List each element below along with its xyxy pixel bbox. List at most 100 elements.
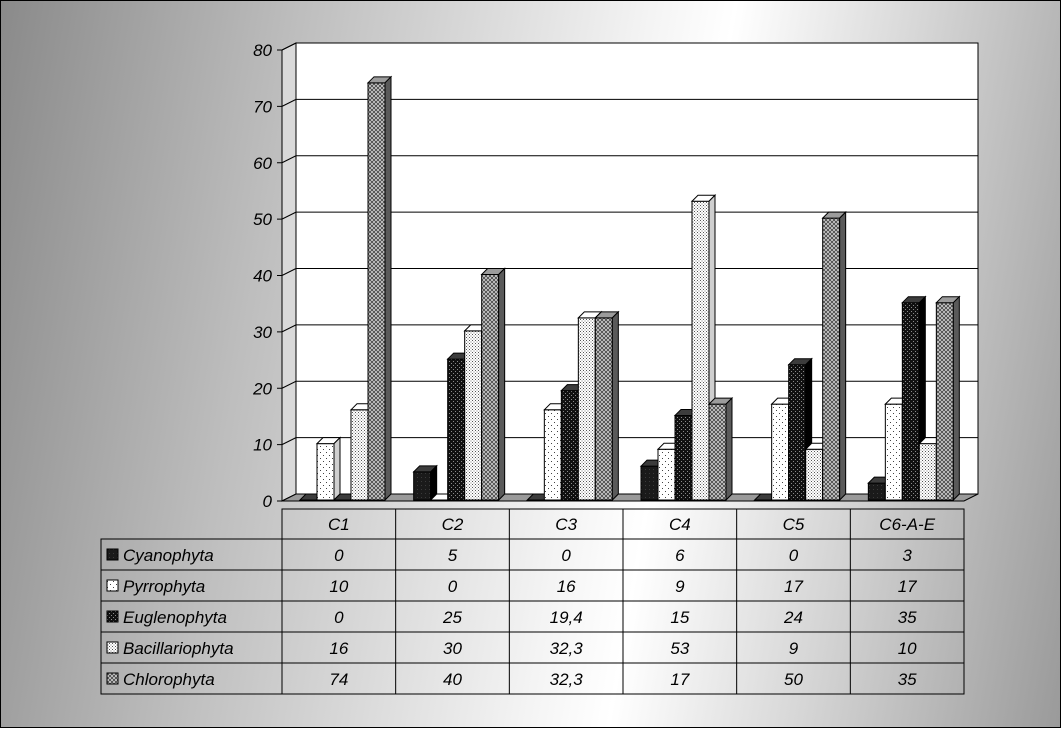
bar — [867, 482, 886, 501]
table-body — [100, 538, 965, 695]
bar — [708, 403, 727, 501]
bar — [350, 409, 369, 501]
data-label: 0 — [789, 546, 799, 565]
bar-side — [498, 267, 506, 502]
bar — [560, 390, 579, 501]
data-label: 17 — [670, 670, 689, 689]
gridline-side — [281, 42, 297, 51]
bar — [543, 409, 562, 501]
bar — [413, 471, 432, 501]
legend-swatch — [106, 672, 119, 685]
bar-side — [839, 210, 847, 502]
bar — [805, 448, 824, 501]
y-tick-label: 80 — [253, 41, 272, 60]
data-label: 50 — [784, 670, 803, 689]
data-label: 17 — [784, 577, 803, 596]
bar — [822, 217, 841, 501]
category-label: C1 — [328, 515, 350, 534]
data-label: 10 — [329, 577, 348, 596]
data-label: 35 — [898, 670, 917, 689]
data-label: 0 — [448, 577, 458, 596]
bar — [674, 414, 693, 501]
bar — [367, 82, 386, 501]
legend-swatch — [106, 641, 119, 654]
data-label: 19,4 — [550, 608, 583, 627]
bar — [788, 364, 807, 501]
bar — [884, 403, 903, 501]
bar-side — [333, 436, 341, 502]
data-label: 0 — [561, 546, 571, 565]
y-tick-label: 70 — [253, 97, 272, 116]
legend-swatch — [106, 548, 119, 561]
bar-side — [384, 75, 392, 502]
bar — [918, 443, 937, 501]
series-name: Pyrrophyta — [123, 577, 205, 596]
bar-side — [725, 396, 733, 502]
gridline-side — [281, 268, 297, 276]
data-label: 15 — [670, 608, 689, 627]
gridline-side — [281, 437, 297, 446]
series-name: Cyanophyta — [123, 546, 214, 565]
data-label: 40 — [443, 670, 462, 689]
series-name: Bacillariophyta — [123, 639, 234, 658]
bar — [481, 274, 500, 501]
y-tick-label: 20 — [252, 379, 272, 398]
legend-swatch — [106, 610, 119, 623]
data-label: 35 — [898, 608, 917, 627]
category-label: C3 — [555, 515, 577, 534]
y-tick-label: 10 — [253, 436, 272, 455]
y-tick-label: 0 — [263, 492, 273, 511]
data-label: 32,3 — [550, 670, 584, 689]
gridline-side — [281, 155, 297, 164]
data-label: 32,3 — [550, 639, 584, 658]
category-label: C5 — [783, 515, 805, 534]
data-label: 6 — [675, 546, 685, 565]
data-label: 10 — [898, 639, 917, 658]
data-label: 24 — [783, 608, 803, 627]
data-label: 9 — [675, 577, 685, 596]
gridline-side — [281, 98, 297, 107]
plot-walls — [281, 42, 979, 502]
legend-swatch — [106, 579, 119, 592]
y-tick-label: 60 — [253, 154, 272, 173]
bar — [771, 403, 790, 501]
y-tick-label: 30 — [253, 323, 272, 342]
bar — [594, 317, 613, 501]
gridline-side — [281, 324, 297, 333]
data-label: 9 — [789, 639, 799, 658]
bar — [464, 330, 483, 501]
data-label: 53 — [670, 639, 689, 658]
bar — [935, 302, 954, 501]
data-label: 0 — [334, 546, 344, 565]
bar — [316, 443, 335, 501]
data-label: 5 — [448, 546, 458, 565]
gridline-side — [281, 211, 297, 220]
data-label: 16 — [329, 639, 348, 658]
axis-labels: 0 10 20 30 40 50 60 70 80 — [252, 41, 283, 511]
data-label: 3 — [902, 546, 912, 565]
data-label: 17 — [898, 577, 917, 596]
bar — [577, 317, 596, 501]
bar — [691, 200, 710, 501]
bars — [298, 75, 961, 502]
bar-side — [952, 295, 960, 502]
data-label: 16 — [557, 577, 576, 596]
series-name: Euglenophyta — [123, 608, 227, 627]
bar-side — [611, 310, 619, 502]
data-label: 25 — [442, 608, 462, 627]
category-label: C6-A-E — [879, 515, 935, 534]
data-label: 0 — [334, 608, 344, 627]
gridline-side — [281, 380, 297, 389]
y-tick-label: 50 — [253, 210, 272, 229]
data-label: 74 — [329, 670, 348, 689]
series-name: Chlorophyta — [123, 670, 215, 689]
bar — [901, 302, 920, 501]
category-label: C2 — [442, 515, 464, 534]
bar — [657, 448, 676, 501]
bar — [640, 465, 659, 501]
y-tick-label: 40 — [253, 267, 272, 286]
data-label: 30 — [443, 639, 462, 658]
